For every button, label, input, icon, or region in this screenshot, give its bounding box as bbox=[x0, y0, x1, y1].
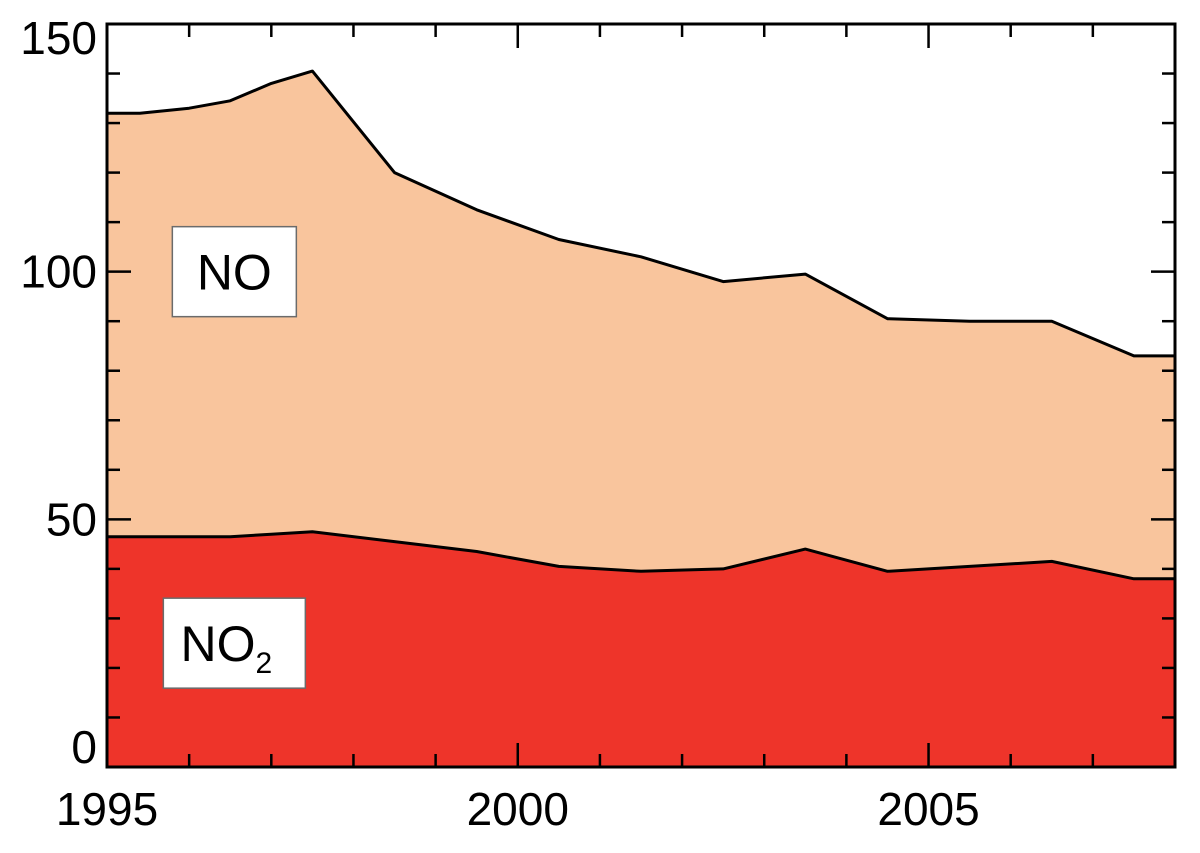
series-label-text: NO2 bbox=[180, 616, 272, 680]
series-label-box bbox=[171, 225, 298, 318]
series-outlines bbox=[107, 69, 1175, 581]
outline-no bbox=[107, 69, 1175, 358]
y-tick-label: 50 bbox=[46, 493, 97, 545]
series-label-subscript: 2 bbox=[255, 647, 272, 680]
series-label-no: NO bbox=[171, 225, 298, 318]
y-tick-label: 150 bbox=[20, 12, 97, 64]
series-label-text: NO bbox=[197, 245, 272, 301]
area-layers bbox=[107, 71, 1175, 767]
x-tick-label: 2005 bbox=[877, 783, 979, 835]
area-no bbox=[107, 71, 1175, 579]
y-tick-label: 0 bbox=[71, 721, 97, 773]
outline-no2 bbox=[107, 530, 1175, 581]
x-tick-label: 1995 bbox=[56, 783, 158, 835]
y-tick-label: 100 bbox=[20, 246, 97, 298]
x-tick-label: 2000 bbox=[467, 783, 569, 835]
axis-tick-labels: 0 50 100 150 1995 2000 2005 bbox=[20, 12, 979, 835]
area-no2 bbox=[107, 531, 1175, 767]
series-labels: NO2 NO bbox=[162, 225, 307, 689]
series-label-box bbox=[162, 597, 307, 689]
plot-frame bbox=[105, 22, 1177, 769]
series-label-no2: NO2 bbox=[162, 597, 307, 689]
axis-ticks bbox=[105, 22, 1177, 769]
